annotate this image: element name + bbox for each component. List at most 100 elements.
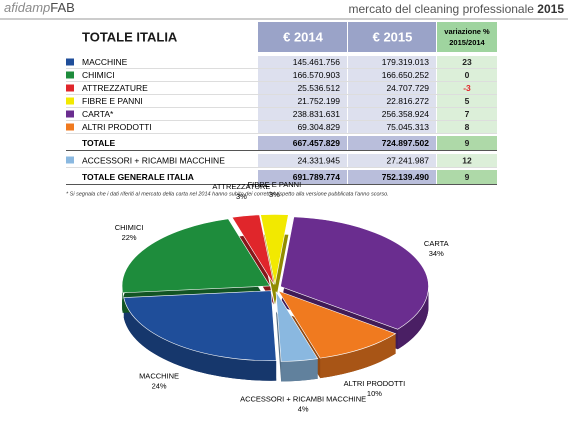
header-cell [348, 22, 436, 52]
logo: afidampFAB [4, 0, 75, 15]
value-2014: 238.831.631 [293, 109, 341, 119]
slice-value-label: 3% [236, 192, 247, 201]
slice [275, 291, 319, 362]
change: 9 [465, 138, 470, 148]
value-2014: 24.331.945 [297, 155, 340, 165]
cell [258, 95, 347, 107]
swatch [66, 84, 74, 92]
cell [437, 121, 497, 133]
cell [437, 95, 497, 107]
value-2015: 256.358.924 [382, 109, 430, 119]
row-name: ALTRI PRODOTTI [82, 122, 152, 132]
value-2014: 166.570.903 [293, 70, 341, 80]
cell [258, 56, 347, 68]
value-2014: 69.304.829 [297, 122, 340, 132]
slice-label: ATTREZZATURE [212, 182, 270, 191]
note: * Si segnala che i dati riferiti al merc… [66, 191, 389, 197]
cell [437, 154, 497, 167]
value-2014: 145.461.756 [293, 57, 341, 67]
cell [258, 121, 347, 133]
slice [280, 216, 429, 330]
slice [123, 290, 277, 361]
change: 12 [462, 155, 472, 165]
slice-side [123, 297, 277, 381]
cell [348, 170, 436, 184]
slice [231, 214, 275, 285]
logo-b: FAB [50, 0, 75, 15]
slice-label: FIBRE E PANNI [248, 180, 302, 189]
row-name: ATTREZZATURE [82, 83, 148, 93]
row-name: CARTA* [82, 109, 114, 119]
slice-side [320, 333, 396, 379]
subtitle-text: mercato del cleaning professionale [349, 2, 535, 16]
value-2014: 25.536.512 [297, 83, 340, 93]
col-header: € 2015 [373, 29, 413, 44]
slice-label: ACCESSORI + RICAMBI MACCHINE [240, 395, 366, 404]
slice [277, 290, 397, 359]
cell [348, 108, 436, 120]
slice-side [281, 358, 318, 382]
cell [258, 170, 347, 184]
cell [348, 95, 436, 107]
change: 9 [465, 172, 470, 182]
cell [348, 69, 436, 81]
col-header: variazione % [444, 27, 490, 36]
value-2015: 724.897.502 [382, 138, 430, 148]
slice-value-label: 34% [429, 249, 444, 258]
row-name: MACCHINE [82, 57, 128, 67]
header-cell [258, 22, 347, 52]
col-header: 2015/2014 [449, 38, 485, 47]
swatch [66, 71, 74, 79]
col-header: € 2014 [283, 29, 324, 44]
value-2015: 27.241.987 [386, 155, 429, 165]
slice-value-label: 3% [269, 190, 280, 199]
cell [348, 136, 436, 150]
value-2015: 75.045.313 [386, 122, 429, 132]
value-2014: 691.789.774 [293, 172, 341, 182]
row-name: TOTALE [82, 138, 116, 148]
logo-a: afidamp [4, 0, 50, 15]
cell [437, 69, 497, 81]
swatch [66, 97, 74, 105]
cell [437, 170, 497, 184]
slice-value-label: 10% [367, 389, 382, 398]
value-2015: 166.650.252 [382, 70, 430, 80]
slice-value-label: 24% [152, 382, 167, 391]
cell [348, 56, 436, 68]
subtitle-year: 2015 [537, 2, 564, 16]
swatch [66, 58, 74, 66]
cell [348, 82, 436, 94]
slice-label: CHIMICI [115, 223, 144, 232]
value-2015: 752.139.490 [382, 172, 430, 182]
change: 7 [465, 109, 470, 119]
change: -3 [463, 83, 471, 93]
value-2015: 179.319.013 [382, 57, 430, 67]
header-cell [437, 22, 497, 52]
slice-value-label: 22% [122, 233, 137, 242]
change: 8 [465, 122, 470, 132]
cell [258, 69, 347, 81]
cell [258, 108, 347, 120]
cell [437, 108, 497, 120]
cell [348, 154, 436, 167]
cell [258, 154, 347, 167]
cell [258, 136, 347, 150]
value-2015: 22.816.272 [386, 96, 429, 106]
cell [348, 121, 436, 133]
cell [258, 82, 347, 94]
pie [121, 214, 429, 382]
slice-label: CARTA [424, 239, 449, 248]
cell [437, 82, 497, 94]
slice-label: MACCHINE [139, 372, 179, 381]
change: 23 [462, 57, 472, 67]
swatch [66, 123, 74, 131]
row-name: TOTALE GENERALE ITALIA [82, 172, 194, 182]
row-name: ACCESSORI + RICAMBI MACCHINE [82, 155, 225, 165]
subtitle: mercato del cleaning professionale 2015 [349, 2, 565, 16]
table-title: TOTALE ITALIA [82, 29, 178, 44]
row-name: CHIMICI [82, 70, 115, 80]
slice-label: ALTRI PRODOTTI [344, 379, 406, 388]
change: 5 [465, 96, 470, 106]
value-2014: 667.457.829 [293, 138, 341, 148]
slice-value-label: 4% [298, 405, 309, 414]
